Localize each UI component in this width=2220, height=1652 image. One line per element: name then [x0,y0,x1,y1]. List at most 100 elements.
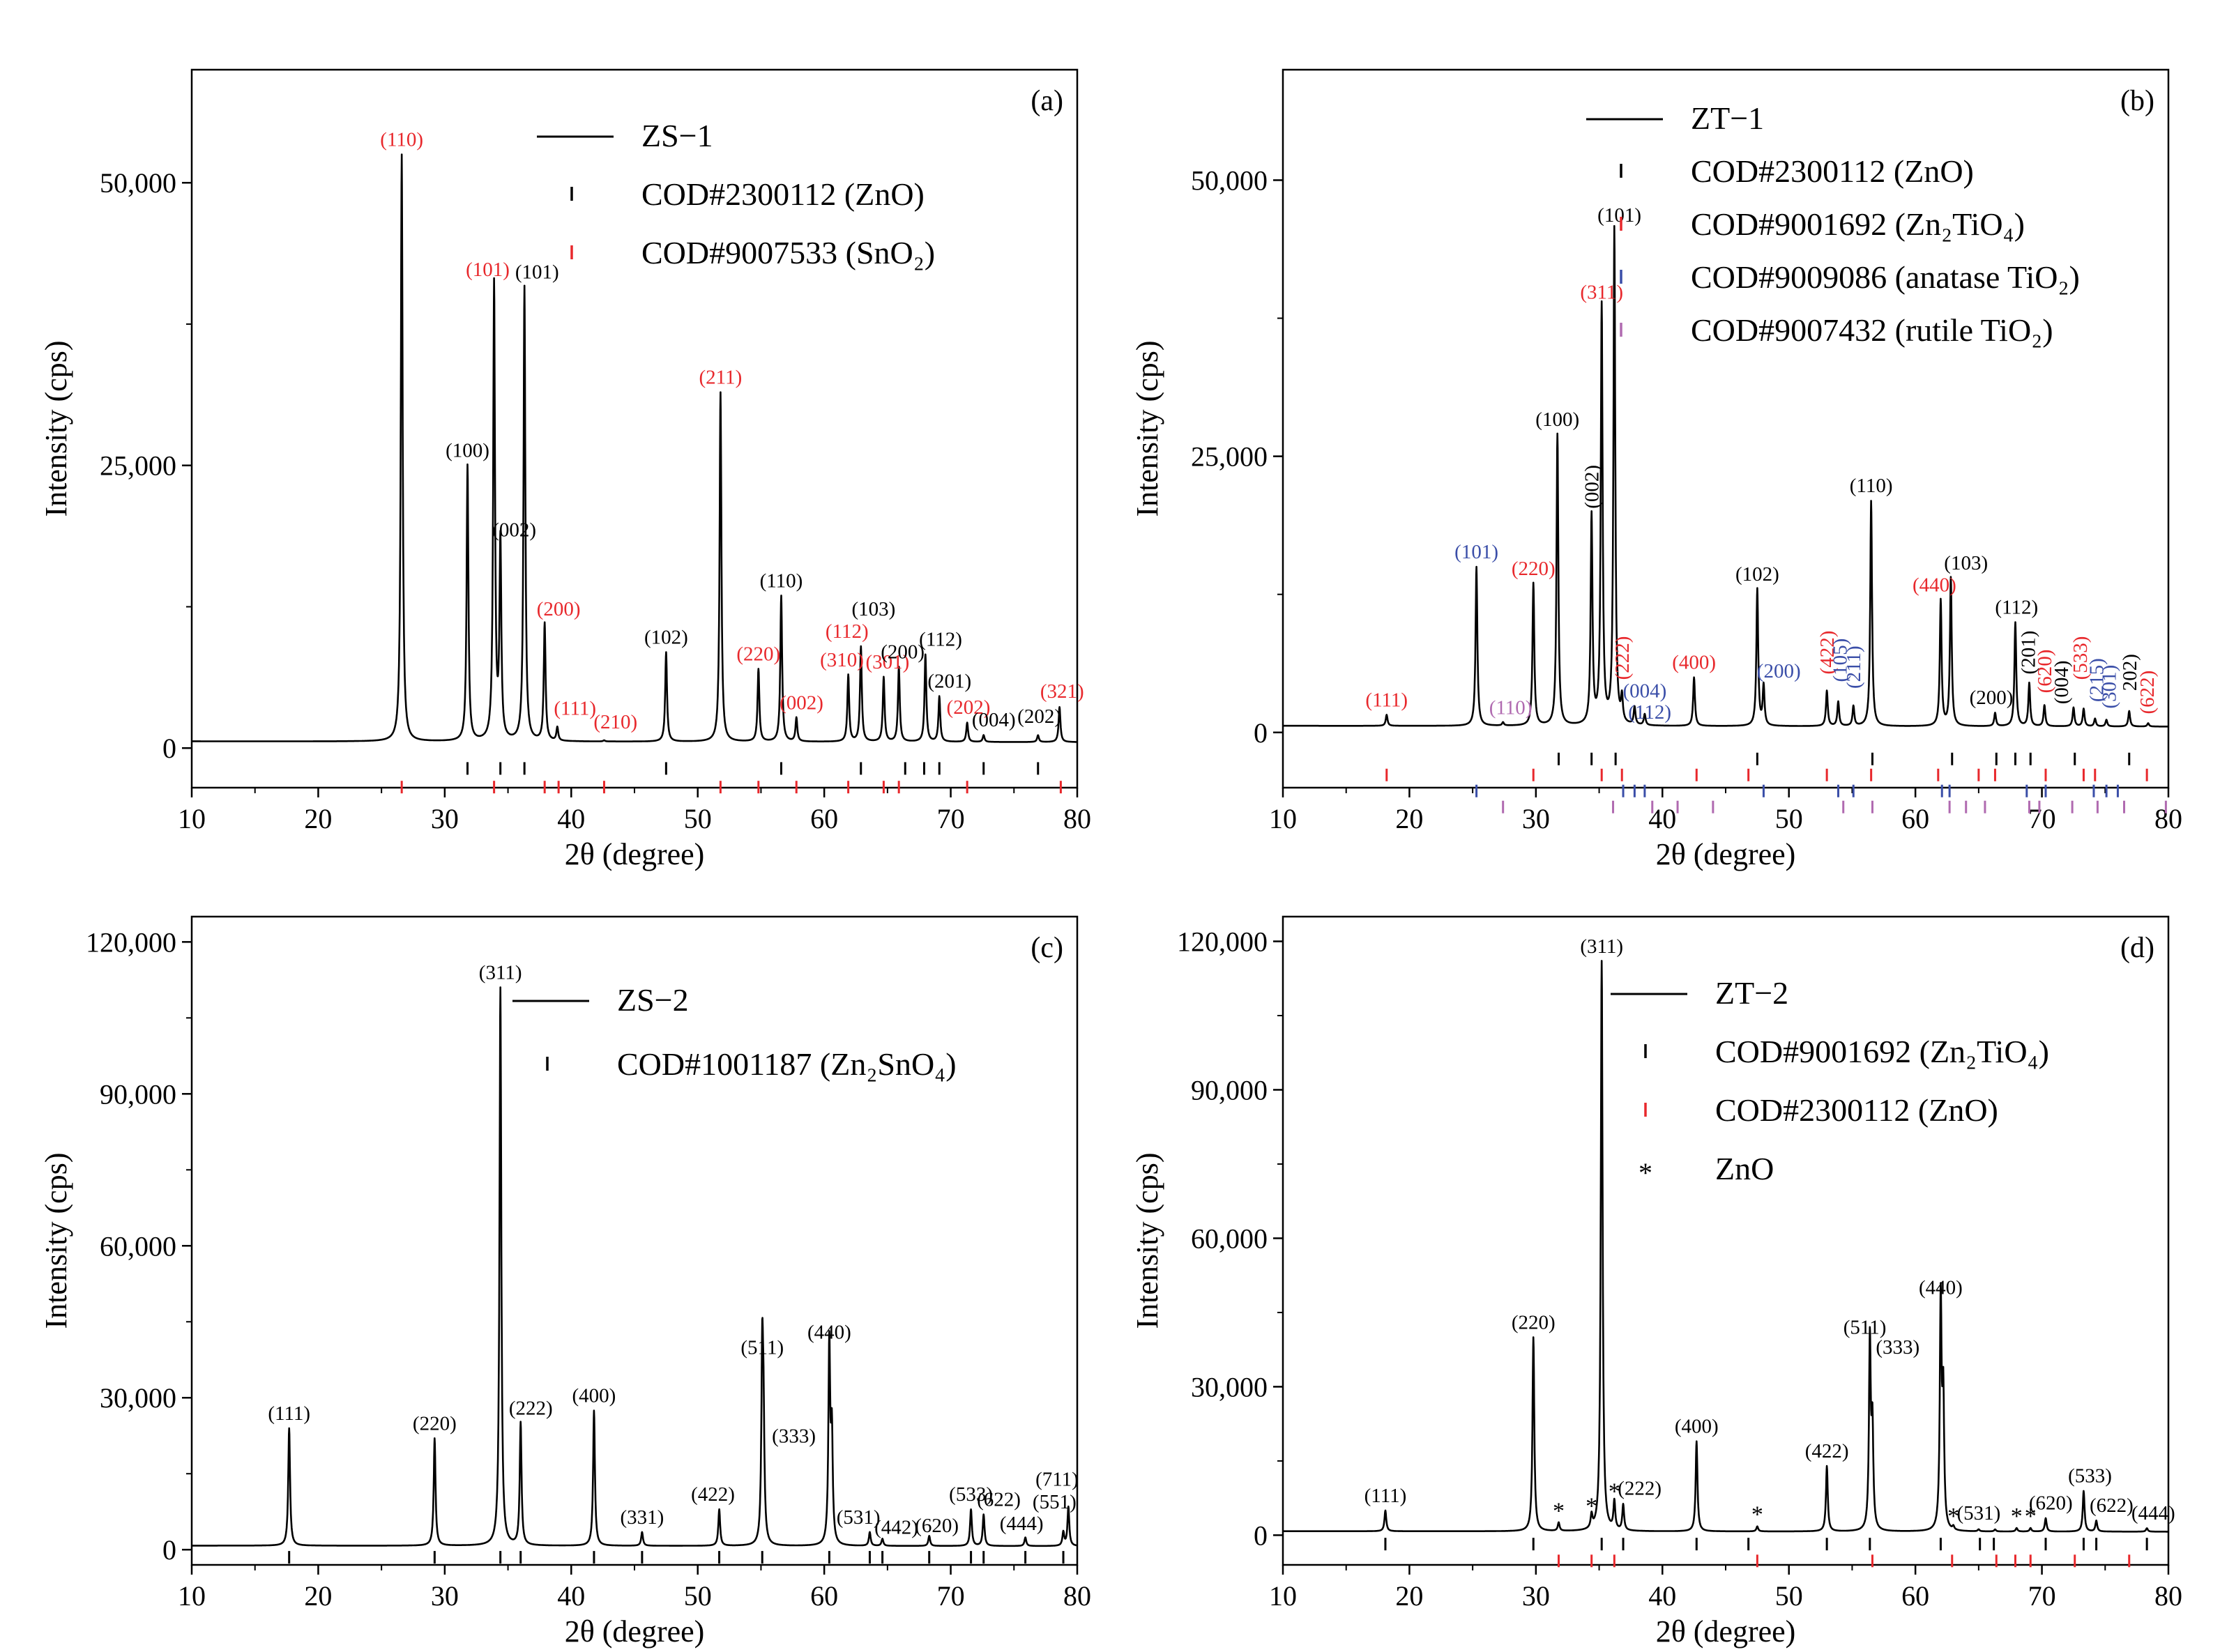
y-tick-label: 0 [162,1534,176,1566]
peak-label: (533) [949,1483,993,1506]
peak-label: (622) [2136,671,2159,714]
x-axis-title: 2θ (degree) [565,837,705,871]
panel-letter: (b) [2120,85,2154,117]
peak-label: (440) [1913,574,1956,597]
peak-label: (533) [2068,1465,2112,1487]
peak-label: (422) [691,1483,735,1506]
legend-label: COD#9007533 (SnO₂) [641,235,935,270]
x-tick-label: 40 [557,1580,585,1612]
x-tick-label: 80 [1063,803,1091,834]
peak-label: (222) [509,1398,553,1420]
peak-label: (400) [1672,652,1716,674]
x-tick-label: 20 [1395,803,1423,834]
peak-label: (103) [851,598,895,620]
series-line [1282,224,2169,728]
peak-label: (004) [1622,680,1666,703]
zno-star-marker: * [2025,1504,2037,1529]
x-tick-label: 10 [178,1580,206,1612]
peak-label: (222) [1611,636,1634,680]
peak-label: (533) [2069,636,2092,680]
peak-label: (101) [515,261,559,283]
peak-label: (211) [699,366,742,388]
peak-label: (620) [2034,650,2056,694]
peak-label: (111) [554,698,596,720]
zno-star-marker: * [2011,1504,2023,1529]
peak-label: (311) [1580,282,1623,304]
peak-label: (333) [1876,1336,1919,1359]
y-tick-label: 60,000 [100,1230,176,1262]
y-tick-label: 25,000 [100,450,176,482]
x-tick-label: 20 [1395,1580,1423,1612]
x-tick-label: 60 [1901,1580,1929,1612]
peak-label: (112) [1628,701,1671,724]
y-tick-label: 120,000 [86,926,176,958]
peak-label: (220) [1512,558,1556,580]
peak-label: (202) [947,696,991,719]
peak-label: (301) [865,651,909,673]
peak-label: (112) [826,620,869,643]
peak-label: (210) [593,711,637,733]
peak-label: (333) [772,1425,816,1448]
peak-label: (004) [2051,660,2073,704]
legend-label: COD#9001692 (Zn₂TiO₄) [1691,206,2025,242]
peak-label: (004) [972,709,1016,731]
x-tick-label: 50 [684,803,712,834]
legend-label: ZS−1 [641,118,713,153]
peak-label: (511) [740,1336,784,1359]
x-tick-label: 30 [1522,1580,1550,1612]
peak-label: (111) [268,1402,310,1425]
legend-label: COD#2300112 (ZnO) [1691,153,1974,189]
peak-label: (311) [1580,935,1623,958]
peak-label: (711) [1035,1468,1079,1490]
x-tick-label: 70 [937,803,965,834]
peak-label: (511) [1843,1317,1887,1339]
y-axis-title: Intensity (cps) [1130,341,1164,517]
peak-label: (110) [1850,475,1893,497]
x-tick-label: 60 [810,803,838,834]
panel-letter: (d) [2120,932,2154,964]
peak-label: (105) [1829,638,1851,682]
legend-label: ZnO [1715,1151,1774,1186]
y-tick-label: 120,000 [1177,926,1268,957]
x-tick-label: 40 [1648,1580,1676,1612]
series-line [1282,960,2169,1533]
peak-label: (444) [1000,1513,1044,1535]
peak-label: (200) [881,641,925,663]
peak-label: (551) [1033,1491,1077,1513]
peak-label: (444) [2131,1502,2175,1524]
x-tick-label: 70 [2028,803,2056,834]
peak-label: (620) [915,1515,959,1537]
peak-label: (311) [479,962,522,984]
x-tick-label: 50 [1775,1580,1803,1612]
x-tick-label: 10 [1269,803,1297,834]
peak-label: (301) [2099,665,2121,709]
peak-label: (103) [1944,552,1988,574]
y-tick-label: 60,000 [1191,1223,1268,1254]
legend-label: COD#2300112 (ZnO) [1715,1092,1998,1128]
x-tick-label: 10 [178,803,206,834]
y-axis-title: Intensity (cps) [1130,1153,1164,1329]
zno-star-marker: * [1553,1499,1565,1524]
y-tick-label: 0 [162,733,176,764]
x-tick-label: 40 [557,803,585,834]
peak-label: (622) [2090,1494,2134,1517]
peak-label: (102) [1735,563,1779,586]
peak-label: (110) [1489,697,1533,719]
legend-label: COD#9007432 (rutile TiO₂) [1691,312,2053,348]
y-tick-label: 50,000 [1191,165,1268,196]
legend-label: COD#9001692 (Zn₂TiO₄) [1715,1034,2049,1069]
x-tick-label: 60 [810,1580,838,1612]
y-tick-label: 0 [1254,1520,1268,1551]
peak-label: (310) [820,649,864,671]
peak-label: (531) [837,1506,881,1529]
x-tick-label: 20 [304,1580,332,1612]
zno-star-marker: * [1586,1494,1597,1520]
y-tick-label: 30,000 [100,1382,176,1414]
peak-label: (215) [2086,658,2108,702]
series-line [191,153,1078,743]
peak-label: (101) [466,259,510,281]
series-line [191,986,1078,1547]
legend-label: ZT−2 [1715,975,1788,1011]
